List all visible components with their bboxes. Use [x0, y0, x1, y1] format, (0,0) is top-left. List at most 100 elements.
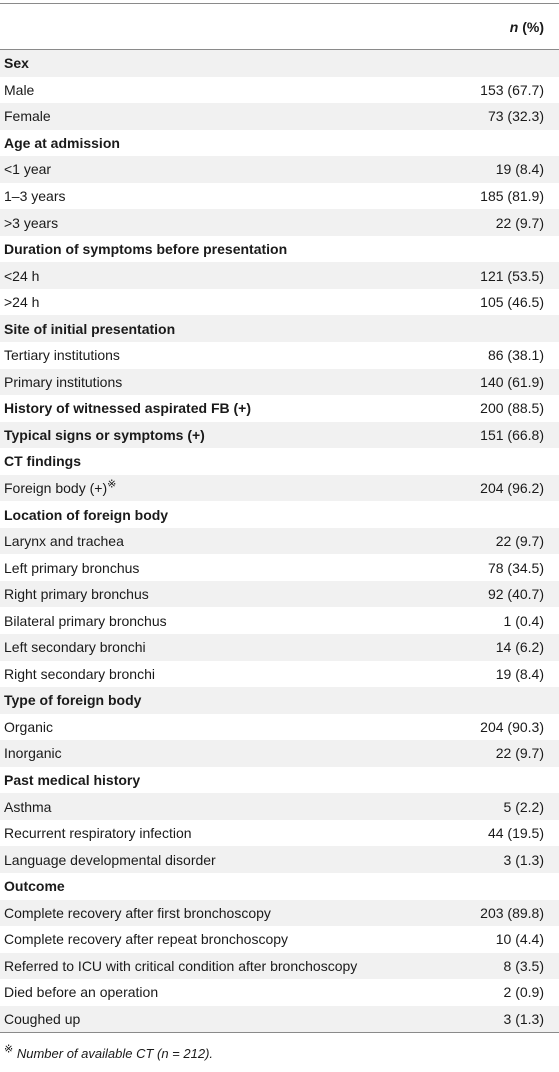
table-section-row: CT findings	[0, 448, 559, 475]
row-value: 19 (8.4)	[495, 161, 544, 178]
table-row: Asthma 5 (2.2)	[0, 793, 559, 820]
section-label: Outcome	[4, 878, 65, 895]
table-row: Organic 204 (90.3)	[0, 714, 559, 741]
row-value: 14 (6.2)	[495, 639, 544, 656]
table-section-row: Duration of symptoms before presentation	[0, 236, 559, 263]
row-label: >24 h	[4, 294, 40, 311]
table-section-row: Typical signs or symptoms (+) 151 (66.8)	[0, 421, 559, 449]
row-label: Asthma	[4, 798, 52, 815]
table-row: <24 h 121 (53.5)	[0, 262, 559, 289]
table-section-row: History of witnessed aspirated FB (+) 200…	[0, 395, 559, 422]
table-section-row: Type of foreign body	[0, 687, 559, 714]
table-footnote: ※ Number of available CT (n = 212).	[4, 1043, 214, 1061]
table-row: Right secondary bronchi 19 (8.4)	[0, 661, 559, 688]
row-value: 153 (67.7)	[480, 81, 544, 98]
row-value: 121 (53.5)	[480, 267, 544, 284]
table-section-row: Sex	[0, 50, 559, 77]
header-n: n	[509, 18, 519, 35]
footnote-reference-mark: ※	[107, 478, 117, 491]
row-label: Larynx and trachea	[4, 533, 124, 550]
section-label: Duration of symptoms before presentation	[4, 241, 288, 258]
table-row: Bilateral primary bronchus 1 (0.4)	[0, 607, 559, 634]
row-label: Right secondary bronchi	[4, 665, 155, 682]
table-row: Language developmental disorder 3 (1.3)	[0, 846, 559, 873]
row-value: 140 (61.9)	[480, 373, 544, 390]
table-row: >3 years 22 (9.7)	[0, 209, 559, 236]
row-value: 73 (32.3)	[487, 108, 544, 125]
row-value: 22 (9.7)	[495, 533, 544, 550]
row-label: Left primary bronchus	[4, 559, 140, 576]
row-label: Coughed up	[4, 1010, 81, 1027]
footnote-mark: ※	[4, 1043, 14, 1056]
row-label: Female	[4, 108, 51, 125]
row-value: 105 (46.5)	[480, 294, 544, 311]
section-label: Location of foreign body	[4, 506, 169, 523]
row-value: 92 (40.7)	[487, 586, 544, 603]
data-table: n (%) Sex Male 153 (67.7) Female 73 (32.3) Ag…	[0, 3, 559, 1034]
row-label: Language developmental disorder	[4, 851, 216, 868]
row-label: 1–3 years	[4, 188, 66, 204]
row-value: 3 (1.3)	[503, 851, 544, 868]
row-value: 185 (81.9)	[480, 188, 544, 204]
row-label: Tertiary institutions	[4, 347, 120, 364]
section-label: Typical signs or symptoms (+)	[4, 426, 205, 443]
row-value: 3 (1.3)	[503, 1010, 544, 1027]
footnote-text: Number of available CT (n = 212).	[16, 1046, 214, 1061]
row-value: 200 (88.5)	[480, 400, 544, 417]
table-row: Died before an operation 2 (0.9)	[0, 979, 559, 1006]
row-value: 203 (89.8)	[480, 904, 544, 921]
row-label: Inorganic	[4, 745, 62, 762]
table-row: 1–3 years 185 (81.9)	[0, 183, 559, 210]
table-section-row: Outcome	[0, 873, 559, 900]
row-label: Primary institutions	[4, 373, 123, 390]
table-row: Left primary bronchus 78 (34.5)	[0, 554, 559, 581]
row-value: 204 (90.3)	[480, 718, 544, 735]
row-label: Right primary bronchus	[4, 586, 149, 603]
table-row: Primary institutions 140 (61.9)	[0, 368, 559, 396]
table-row: <1 year 19 (8.4)	[0, 156, 559, 183]
row-label: Left secondary bronchi	[4, 639, 146, 656]
row-label: Complete recovery after repeat bronchosc…	[4, 931, 289, 948]
row-value: 86 (38.1)	[487, 347, 544, 364]
table-section-row: Site of initial presentation	[0, 315, 559, 343]
table-row: Foreign body (+)※ 204 (96.2)	[0, 474, 559, 502]
row-value: 204 (96.2)	[480, 480, 544, 497]
table-row: Left secondary bronchi 14 (6.2)	[0, 634, 559, 661]
table-row: Male 153 (67.7)	[0, 77, 559, 104]
table-row: Tertiary institutions 86 (38.1)	[0, 342, 559, 369]
section-label: Age at admission	[4, 134, 120, 151]
row-value: 78 (34.5)	[487, 559, 544, 576]
table-row: Inorganic 22 (9.7)	[0, 740, 559, 767]
table-section-row: Location of foreign body	[0, 501, 559, 528]
section-label: Type of foreign body	[4, 692, 142, 709]
row-value: 1 (0.4)	[503, 612, 544, 629]
table-row: Complete recovery after first bronchosco…	[0, 899, 559, 927]
row-value: 10 (4.4)	[495, 931, 544, 948]
table-row: Recurrent respiratory infection 44 (19.5)	[0, 820, 559, 847]
row-value: 151 (66.8)	[480, 426, 544, 443]
table-body: Sex Male 153 (67.7) Female 73 (32.3) Age at a…	[0, 50, 559, 1033]
table-header: n (%)	[0, 4, 559, 49]
row-value: 22 (9.7)	[495, 214, 544, 231]
table-row: Complete recovery after repeat bronchosc…	[0, 926, 559, 953]
section-label: CT findings	[4, 453, 81, 470]
row-label: Foreign body (+)	[4, 480, 108, 497]
row-label: <1 year	[4, 161, 52, 178]
row-label: Bilateral primary bronchus	[4, 612, 167, 629]
table-row: Female 73 (32.3)	[0, 103, 559, 130]
row-label: Referred to ICU with critical condition …	[4, 957, 358, 974]
row-value: 8 (3.5)	[503, 957, 544, 974]
bottom-rule	[0, 1032, 559, 1034]
row-label: Recurrent respiratory infection	[4, 825, 192, 842]
header-percent: (%)	[522, 18, 544, 35]
row-value: 19 (8.4)	[495, 665, 544, 682]
row-value: 5 (2.2)	[503, 798, 544, 815]
table-row: >24 h 105 (46.5)	[0, 289, 559, 316]
row-value: 2 (0.9)	[503, 984, 544, 1001]
section-label: History of witnessed aspirated FB (+)	[4, 400, 251, 417]
section-label: Sex	[4, 55, 29, 72]
table-section-row: Age at admission	[0, 130, 559, 157]
section-label: Site of initial presentation	[4, 320, 176, 337]
table-row: Coughed up 3 (1.3)	[0, 1005, 559, 1033]
row-label: Died before an operation	[4, 984, 159, 1001]
